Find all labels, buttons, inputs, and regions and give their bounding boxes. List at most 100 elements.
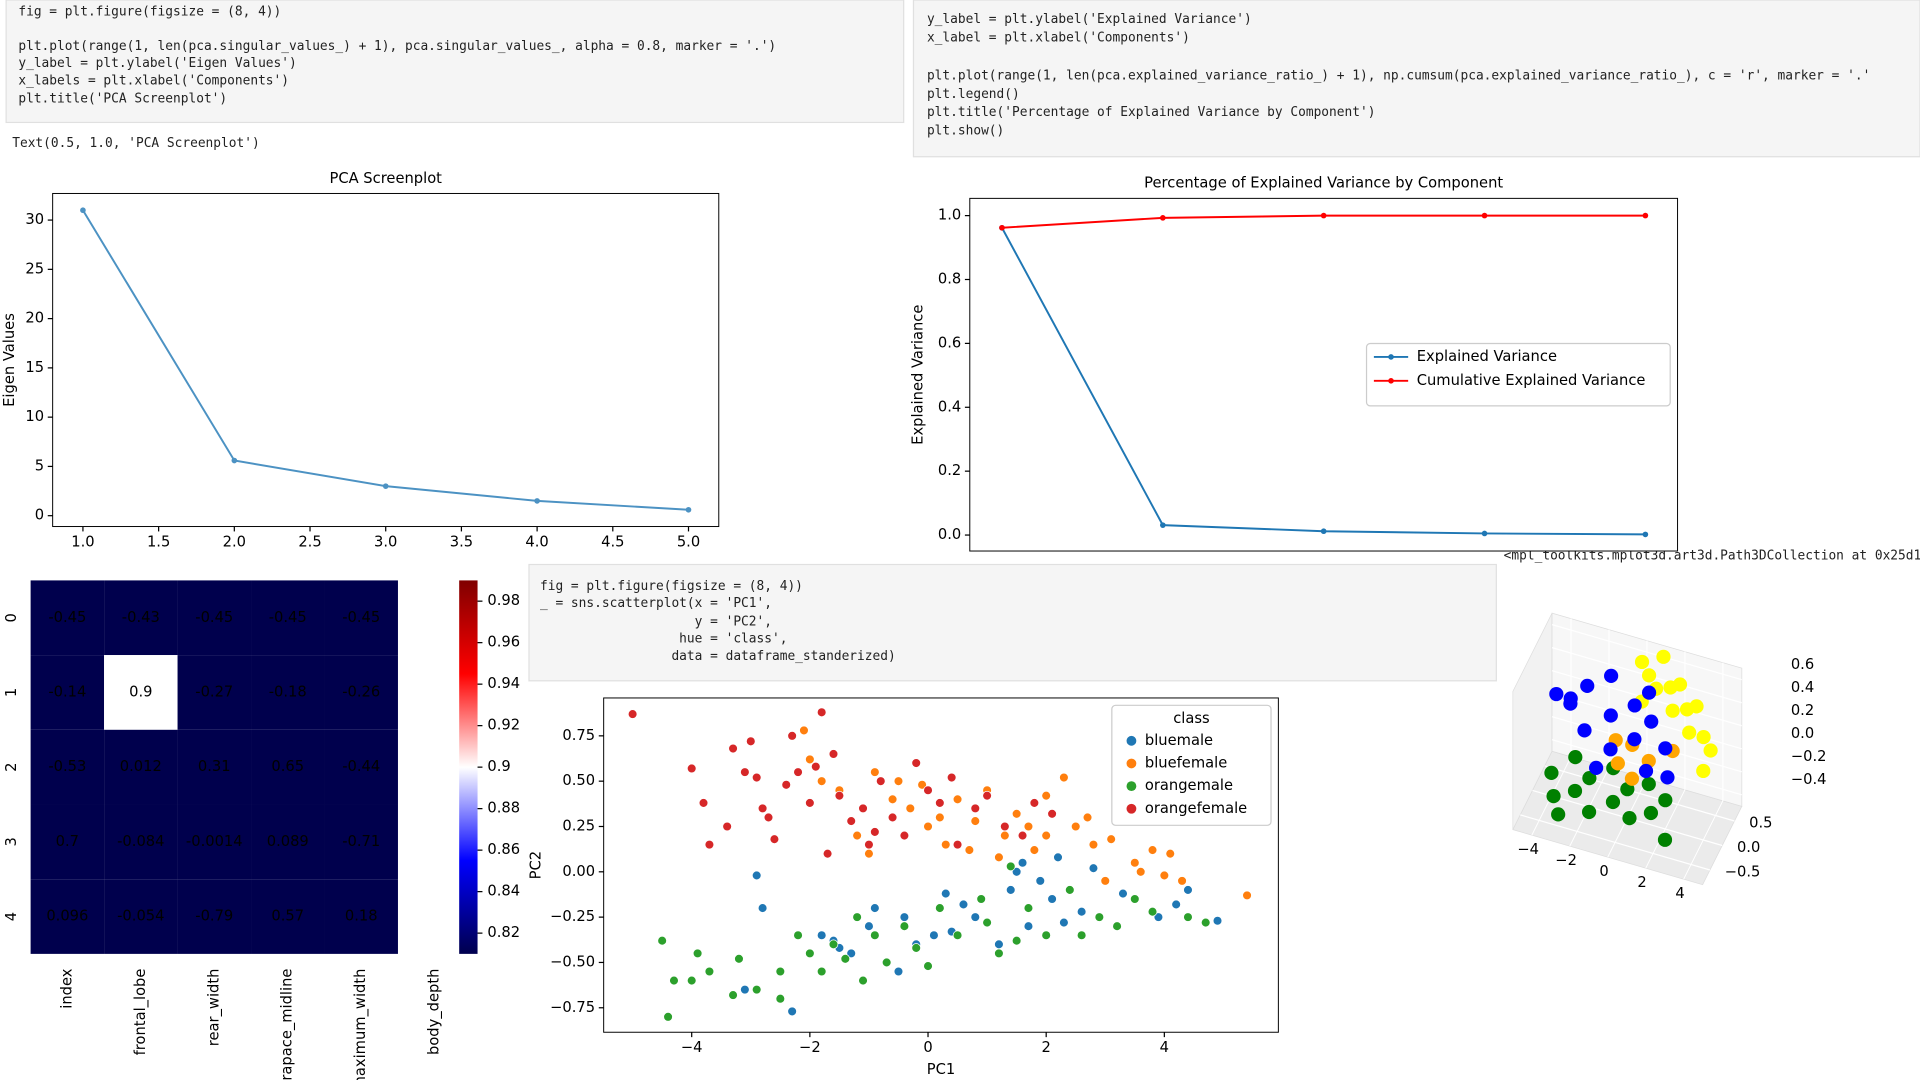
- plot-area: [52, 192, 720, 528]
- point: [775, 993, 786, 1004]
- legend-marker: [1126, 735, 1137, 746]
- colorbar-tick-label: 0.88: [487, 800, 520, 817]
- point: [816, 930, 827, 941]
- cell-label: -0.054: [117, 908, 164, 925]
- point: [870, 827, 880, 837]
- point: [1047, 809, 1057, 819]
- point: [1658, 793, 1673, 808]
- y-tick-label: 0.6: [938, 334, 961, 351]
- y-tick-label: 0.8: [938, 271, 961, 288]
- heatmap-cell: [324, 729, 398, 805]
- heatmap-cell: [251, 879, 325, 954]
- point: [858, 975, 868, 986]
- point: [858, 803, 868, 814]
- point: [870, 903, 880, 913]
- heatmap-cell: [324, 879, 398, 954]
- cell-label: 0.57: [271, 908, 304, 925]
- code-line: y_label = plt.ylabel('Eigen Values'): [18, 56, 296, 71]
- x-tick-label: 4.0: [525, 533, 548, 550]
- x-tick-label: 2.0: [223, 533, 246, 550]
- heatmap-cell: [30, 729, 105, 805]
- point: [763, 812, 774, 823]
- point: [1076, 906, 1087, 917]
- grid-line: [1551, 624, 1743, 681]
- y-axis-label: Eigen Values: [1, 313, 18, 407]
- point: [734, 954, 744, 964]
- code-line: x_labels = plt.xlabel('Components'): [18, 73, 289, 88]
- point: [1011, 935, 1022, 946]
- cell-label: -0.27: [195, 683, 233, 700]
- row-label: 0: [3, 613, 20, 622]
- x-tick-label: −2: [799, 1039, 821, 1056]
- point: [935, 812, 945, 823]
- colorbar-tick-label: 0.9: [487, 758, 510, 775]
- point: [1622, 811, 1637, 826]
- chart-title: Percentage of Explained Variance by Comp…: [1144, 175, 1503, 192]
- x-tick-label: 5.0: [677, 533, 700, 550]
- point: [881, 957, 892, 968]
- point: [1581, 804, 1597, 820]
- z-tick-label: 0.6: [1791, 656, 1814, 673]
- y-tick-label: 1.0: [938, 207, 961, 224]
- x-tick-label: 2.5: [298, 533, 321, 550]
- point: [627, 709, 638, 719]
- point: [1320, 528, 1327, 535]
- legend-title: class: [1173, 710, 1209, 727]
- point: [887, 794, 898, 805]
- point: [1563, 696, 1578, 711]
- legend-marker: [1126, 758, 1137, 769]
- code-cell: [5, 0, 905, 124]
- point: [887, 812, 898, 823]
- point: [1035, 876, 1046, 886]
- point: [1577, 723, 1592, 738]
- point: [1041, 930, 1051, 941]
- point: [1660, 770, 1675, 785]
- point: [935, 798, 945, 808]
- point: [899, 830, 910, 841]
- code-line: plt.legend(): [927, 87, 1020, 102]
- point: [952, 930, 963, 941]
- cell-label: -0.45: [342, 609, 380, 626]
- cell-label: -0.79: [195, 908, 233, 925]
- cell-label: -0.18: [269, 683, 307, 700]
- cell-label: 0.096: [46, 908, 88, 925]
- point: [769, 834, 780, 844]
- point: [1005, 861, 1016, 872]
- point: [1059, 917, 1069, 928]
- cell-label: 0.9: [129, 683, 152, 700]
- point: [1094, 912, 1105, 922]
- point: [1011, 809, 1022, 819]
- point: [816, 966, 827, 977]
- point: [893, 966, 904, 977]
- point: [840, 954, 851, 964]
- point: [1135, 867, 1146, 877]
- point: [810, 761, 821, 772]
- y-tick-label: 0.0: [938, 526, 961, 543]
- point: [1580, 678, 1595, 693]
- point: [846, 948, 856, 959]
- code-line: plt.plot(range(1, len(pca.singular_value…: [18, 39, 776, 54]
- point: [1641, 776, 1656, 792]
- point: [852, 830, 862, 841]
- point: [1017, 857, 1028, 868]
- x-tick-label: −4: [1517, 841, 1539, 858]
- point: [1076, 930, 1087, 941]
- point: [982, 917, 992, 928]
- code-line: x_label = plt.xlabel('Components'): [927, 30, 1190, 45]
- heatmap-cell: [30, 879, 105, 954]
- point: [1568, 750, 1583, 765]
- point: [751, 870, 762, 881]
- point: [1070, 821, 1081, 832]
- point: [923, 821, 933, 832]
- legend-label: Cumulative Explained Variance: [1417, 372, 1646, 389]
- point: [816, 707, 827, 718]
- point: [1017, 830, 1028, 841]
- point: [1065, 885, 1075, 895]
- point: [1100, 876, 1111, 886]
- legend: [1111, 704, 1272, 826]
- point: [822, 848, 833, 859]
- code-line: data = dataframe_standerized): [540, 649, 896, 664]
- colorbar: [459, 580, 478, 954]
- x-tick-label: 4.5: [601, 533, 624, 550]
- point: [1005, 885, 1016, 895]
